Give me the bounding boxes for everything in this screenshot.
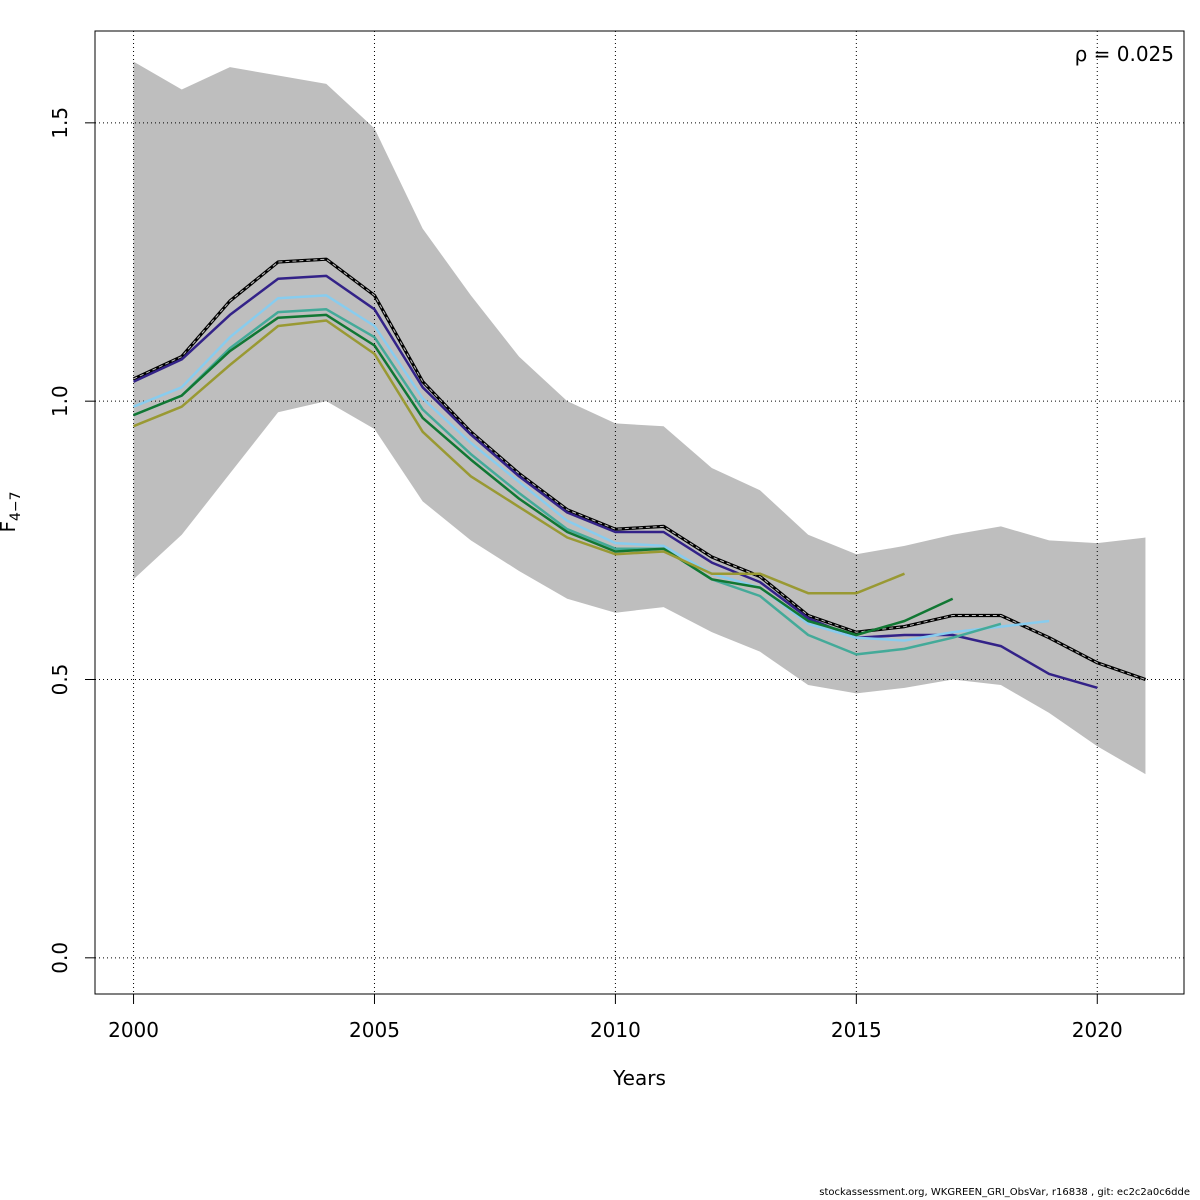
y-axis-title-main: F [0,521,20,533]
series-line-0-dash [133,258,1146,680]
y-tick-label: 1.0 [48,385,72,417]
confidence-band [133,61,1146,775]
x-tick-label: 2015 [831,1018,882,1042]
series-line-5 [133,319,905,595]
y-axis-title: F4−7 [0,491,24,532]
x-tick-label: 2005 [349,1018,400,1042]
rho-annotation: ρ = 0.025 [1075,42,1174,66]
y-tick-label: 0.5 [48,664,72,696]
x-tick-label: 2020 [1072,1018,1123,1042]
series-line-4 [133,313,954,637]
x-tick-label: 2010 [590,1018,641,1042]
x-tick-label: 2000 [108,1018,159,1042]
y-axis-title-sub: 4−7 [8,491,24,521]
grid-layer [95,31,1184,994]
confidence-band-layer [133,61,1146,775]
series-layer [132,257,1147,690]
axis-layer: 2000 2005 2010 2015 2020 0.0 0.5 1.0 1.5 [48,107,1123,1042]
plot-frame [94,30,1185,995]
series-line-3 [133,308,1002,656]
x-axis-title: Years [612,1066,666,1090]
footer-credit: stockassessment.org, WKGREEN_GRI_ObsVar,… [819,1187,1190,1198]
y-tick-label: 0.0 [48,942,72,974]
series-line-2 [133,294,1050,642]
y-tick-label: 1.5 [48,107,72,139]
